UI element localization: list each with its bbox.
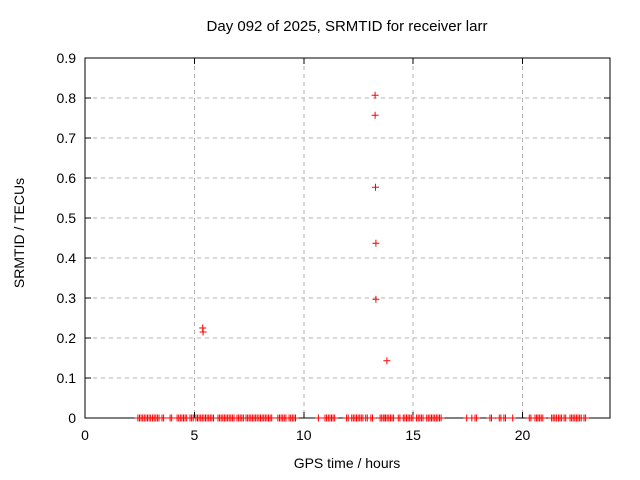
data-point-marker: [372, 183, 379, 191]
data-point-marker: [371, 111, 379, 119]
grid-layer: [85, 58, 610, 418]
baseline-markers: [134, 414, 590, 422]
marker-layer: [134, 91, 590, 422]
data-point-marker: [383, 357, 391, 365]
chart-title: Day 092 of 2025, SRMTID for receiver lar…: [207, 18, 488, 35]
tick-label-layer: 0 5 10 15 20 0 0.1 0.2 0.3 0.4 0.5 0.6 0.7 0.8 0.9: [57, 50, 531, 443]
y-tick-label: 0.6: [57, 170, 77, 186]
x-tick-label: 20: [515, 427, 531, 443]
y-tick-label: 0.9: [57, 50, 77, 66]
x-tick-label: 0: [81, 427, 89, 443]
x-tick-label: 5: [190, 427, 198, 443]
tick-layer: [84, 57, 610, 419]
x-tick-label: 10: [296, 427, 312, 443]
data-point-marker: [199, 328, 207, 336]
y-tick-label: 0.2: [57, 330, 77, 346]
x-tick-label: 15: [405, 427, 421, 443]
data-point-marker: [372, 239, 380, 247]
y-tick-label: 0.3: [57, 290, 77, 306]
y-tick-label: 0.4: [57, 250, 77, 266]
data-point-marker: [372, 295, 380, 303]
data-point-marker: [371, 91, 379, 99]
y-tick-label: 0.1: [57, 370, 77, 386]
x-axis-label: GPS time / hours: [294, 455, 401, 471]
y-tick-label: 0.8: [57, 90, 77, 106]
plot-border: [84, 57, 611, 419]
y-tick-label: 0.5: [57, 210, 77, 226]
y-axis-label: SRMTID / TECUs: [11, 178, 27, 288]
y-tick-label: 0: [68, 410, 76, 426]
y-tick-label: 0.7: [57, 130, 77, 146]
